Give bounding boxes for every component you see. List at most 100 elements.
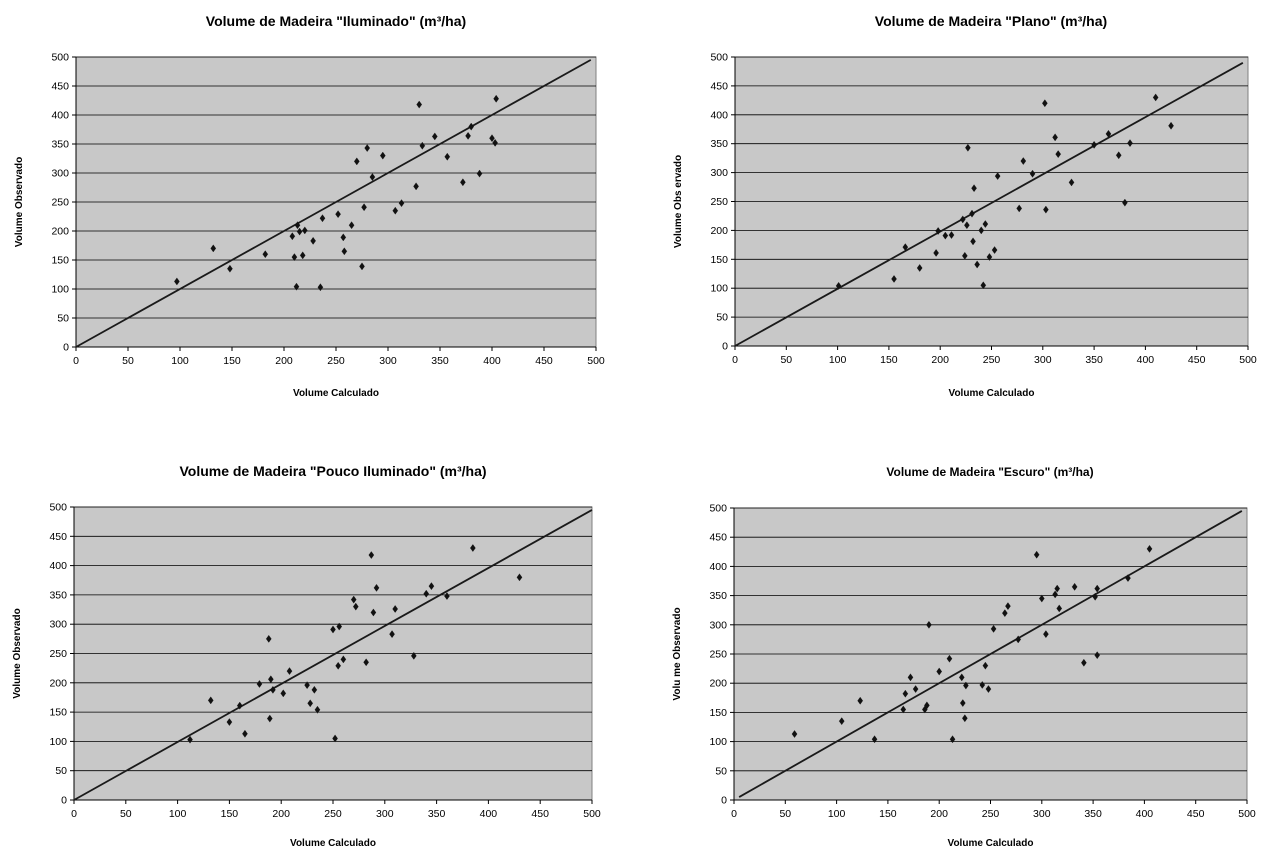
data-point — [364, 144, 370, 152]
data-point — [353, 602, 359, 611]
data-point — [946, 654, 953, 663]
data-point — [912, 685, 919, 693]
data-point — [460, 178, 466, 187]
y-tick-label: 50 — [57, 313, 69, 325]
data-point — [1122, 198, 1128, 207]
y-tick-label: 200 — [51, 226, 69, 238]
data-point — [1055, 150, 1061, 158]
data-point — [242, 729, 248, 738]
y-tick-label: 50 — [55, 765, 67, 777]
y-tick-label: 350 — [709, 590, 727, 602]
y-axis-label: Volume Obs ervado — [673, 155, 684, 248]
x-tick-label: 50 — [780, 354, 792, 366]
x-tick-label: 450 — [531, 808, 549, 820]
data-point — [236, 701, 243, 710]
x-tick-label: 0 — [73, 355, 79, 367]
data-point — [302, 226, 308, 235]
data-point — [317, 283, 324, 292]
data-point — [838, 717, 845, 726]
data-point — [340, 233, 347, 242]
data-point — [1091, 140, 1097, 149]
data-point — [268, 675, 274, 684]
y-tick-label: 100 — [51, 284, 69, 296]
data-point — [444, 152, 451, 161]
data-point — [1042, 99, 1048, 108]
data-point — [1002, 609, 1008, 617]
y-tick-label: 200 — [709, 678, 727, 690]
y-tick-label: 300 — [49, 619, 67, 631]
data-point — [419, 141, 426, 150]
data-point — [335, 661, 341, 670]
data-point — [423, 589, 430, 598]
data-point — [916, 264, 923, 272]
data-point — [902, 243, 909, 252]
data-point — [1033, 550, 1040, 559]
data-point — [942, 231, 949, 240]
x-axis-label: Volume Calculado — [293, 388, 379, 399]
y-tick-label: 400 — [709, 561, 727, 573]
y-tick-label: 500 — [709, 503, 727, 515]
y-tick-label: 0 — [721, 795, 727, 807]
data-point — [294, 221, 301, 230]
data-point — [949, 735, 956, 744]
x-tick-label: 150 — [880, 354, 898, 366]
x-axis-label: Volume Calculado — [948, 838, 1034, 849]
y-tick-label: 450 — [710, 80, 728, 92]
data-point — [270, 685, 276, 694]
data-point — [411, 651, 417, 660]
x-tick-label: 100 — [828, 808, 846, 820]
data-point — [444, 592, 450, 600]
x-tick-label: 100 — [169, 808, 187, 820]
y-tick-label: 500 — [710, 52, 728, 64]
y-tick-label: 50 — [716, 312, 728, 324]
data-point — [227, 264, 233, 273]
data-point — [304, 681, 310, 690]
data-point — [373, 584, 380, 592]
data-point — [187, 735, 193, 744]
y-tick-label: 50 — [715, 765, 727, 777]
x-tick-label: 350 — [1085, 354, 1103, 366]
reference-line — [73, 509, 593, 801]
x-tick-label: 300 — [376, 808, 394, 820]
data-point — [1105, 130, 1112, 138]
data-point — [971, 184, 977, 193]
x-tick-label: 0 — [71, 808, 77, 820]
x-tick-label: 100 — [829, 354, 847, 366]
y-tick-label: 150 — [49, 707, 67, 719]
data-point — [314, 705, 321, 714]
data-point — [962, 714, 968, 723]
data-point — [1015, 635, 1021, 644]
data-point — [361, 203, 367, 212]
x-tick-label: 350 — [428, 808, 446, 820]
x-axis-label: Volume Calculado — [949, 388, 1035, 399]
y-tick-label: 500 — [51, 52, 69, 64]
y-tick-label: 400 — [51, 110, 69, 122]
y-tick-label: 350 — [51, 139, 69, 151]
reference-line — [75, 59, 592, 348]
chart-escuro: 0 50 100 150 200 250 300 350 400 450 500 0 50 100 150 2… — [672, 465, 1256, 849]
y-tick-label: 250 — [709, 649, 727, 661]
y-tick-label: 400 — [49, 560, 67, 572]
x-tick-label: 500 — [587, 355, 605, 367]
data-point — [959, 215, 966, 224]
data-point — [516, 573, 523, 582]
y-tick-label: 450 — [51, 81, 69, 93]
data-point — [398, 199, 405, 208]
y-tick-label: 0 — [63, 342, 69, 354]
x-tick-label: 350 — [1084, 808, 1102, 820]
x-axis-label: Volume Calculado — [290, 838, 376, 849]
data-point — [1043, 630, 1049, 639]
x-tick-label: 200 — [275, 355, 293, 367]
x-tick-label: 150 — [221, 808, 239, 820]
y-axis-label: Volume Observado — [12, 608, 23, 698]
y-tick-label: 350 — [710, 138, 728, 150]
data-point — [470, 544, 476, 552]
y-tick-label: 450 — [709, 532, 727, 544]
x-tick-label: 100 — [171, 355, 189, 367]
data-point — [348, 221, 355, 230]
data-point — [1039, 594, 1045, 603]
data-point — [265, 634, 272, 643]
data-point — [492, 138, 498, 147]
data-point — [969, 209, 975, 218]
y-tick-label: 150 — [51, 255, 69, 267]
